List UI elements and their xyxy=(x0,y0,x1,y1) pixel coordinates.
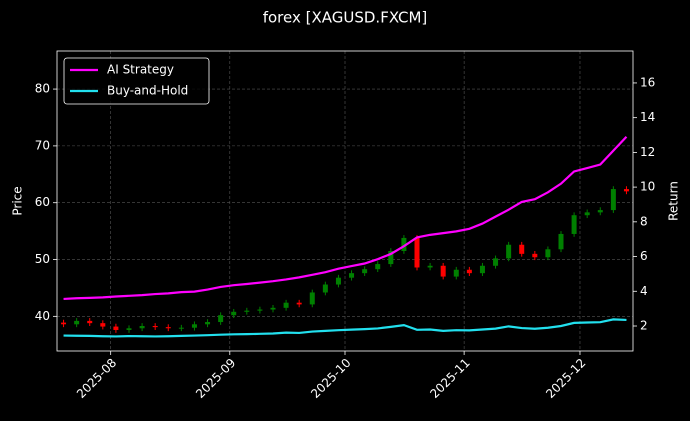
candle-body xyxy=(479,265,485,274)
candle-body xyxy=(126,328,132,330)
candle-body xyxy=(152,326,158,328)
candle-body xyxy=(597,210,603,213)
candle-body xyxy=(113,326,119,330)
y2-tick-label: 12 xyxy=(640,145,655,159)
y2-tick-label: 14 xyxy=(640,110,655,124)
series-line xyxy=(63,136,628,301)
candle-body xyxy=(322,284,328,293)
y-tick-label: 70 xyxy=(35,138,50,152)
candle-body xyxy=(244,310,250,312)
candle-body xyxy=(87,320,93,324)
candle-body xyxy=(74,320,80,325)
candle-body xyxy=(100,323,106,327)
plot-frame xyxy=(56,50,634,352)
candle-body xyxy=(191,324,197,328)
y-axis-label: Price xyxy=(11,186,25,215)
legend-box xyxy=(63,57,210,105)
candle-body xyxy=(283,302,289,308)
candle-body xyxy=(335,277,341,285)
y2-tick-label: 4 xyxy=(640,284,648,298)
candle-body xyxy=(375,264,381,270)
candle-body xyxy=(296,302,302,305)
y-tick-label: 40 xyxy=(35,309,50,323)
candle-body xyxy=(623,189,629,192)
candle-body xyxy=(493,258,499,266)
candle-body xyxy=(427,265,433,268)
candle-body xyxy=(571,215,577,234)
candle-body xyxy=(610,189,616,211)
legend: AI Strategy Buy-and-Hold xyxy=(63,57,210,105)
y2-tick-label: 2 xyxy=(640,319,648,333)
series-line xyxy=(63,318,627,338)
y2-axis-label: Return xyxy=(667,181,681,221)
y-tick-label: 60 xyxy=(35,195,50,209)
candle-body xyxy=(388,251,394,265)
y2-tick-label: 16 xyxy=(640,75,655,89)
legend-label: AI Strategy xyxy=(107,63,174,77)
candle-body xyxy=(178,327,184,329)
candle-body xyxy=(558,233,564,250)
y2-tick-label: 6 xyxy=(640,249,648,263)
legend-label: Buy-and-Hold xyxy=(107,84,188,98)
candle-body xyxy=(349,273,355,278)
y2-tick-label: 8 xyxy=(640,214,648,228)
candle-body xyxy=(466,269,472,274)
candle-body xyxy=(545,249,551,258)
candle-body xyxy=(414,237,420,268)
candle-body xyxy=(139,326,145,329)
chart-title: forex [XAGUSD.FXCM] xyxy=(263,9,428,27)
candle-body xyxy=(532,253,538,258)
candle-body xyxy=(453,269,459,277)
candle-body xyxy=(205,322,211,325)
candle-body xyxy=(270,307,276,310)
candle-body xyxy=(309,292,315,305)
candle-body xyxy=(362,269,368,274)
candle-body xyxy=(257,309,263,311)
candle-body xyxy=(519,244,525,254)
y-tick-label: 80 xyxy=(35,82,50,96)
candle-body xyxy=(440,265,446,277)
candle-body xyxy=(506,244,512,259)
candle-body xyxy=(218,315,224,323)
y-tick-label: 50 xyxy=(35,252,50,266)
candle-body xyxy=(165,327,171,329)
candle-body xyxy=(584,212,590,216)
candle-body xyxy=(401,237,407,251)
candle-body xyxy=(231,311,237,316)
y2-tick-label: 10 xyxy=(640,180,655,194)
candle-body xyxy=(61,322,67,325)
